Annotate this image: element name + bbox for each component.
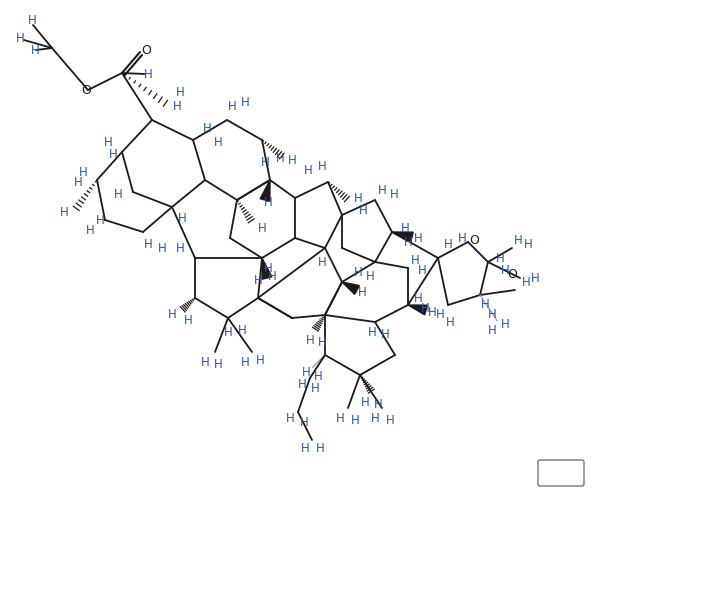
Text: H: H [264,196,273,210]
Text: H: H [78,165,88,179]
Text: H: H [311,381,319,395]
Text: H: H [173,100,181,114]
Text: H: H [374,398,383,412]
Text: O: O [81,83,91,97]
Text: H: H [114,188,122,201]
Text: H: H [421,302,429,314]
Text: H: H [144,238,152,250]
Text: H: H [495,252,504,264]
Text: H: H [418,263,426,277]
Text: H: H [521,275,531,289]
Polygon shape [260,180,270,201]
Text: H: H [303,164,312,176]
Polygon shape [262,258,272,279]
Text: H: H [385,413,395,426]
Text: H: H [366,269,375,283]
Text: H: H [403,235,413,249]
Text: H: H [302,365,311,379]
Text: H: H [267,269,276,283]
Text: H: H [104,137,112,150]
Text: H: H [178,212,186,224]
Text: H: H [203,122,211,134]
Text: H: H [175,241,184,255]
Text: H: H [256,353,265,367]
Polygon shape [392,232,413,242]
Text: H: H [183,314,193,326]
Text: O: O [141,44,151,57]
Text: H: H [411,254,419,266]
Text: H: H [446,316,454,328]
Text: H: H [513,233,523,246]
Text: H: H [168,308,176,322]
Text: H: H [444,238,452,250]
Text: H: H [500,319,509,331]
Text: H: H [27,13,37,27]
Text: H: H [361,395,370,409]
Text: H: H [144,69,152,81]
Text: H: H [241,356,249,368]
Text: H: H [301,441,309,455]
FancyBboxPatch shape [538,460,584,486]
Text: H: H [157,241,166,255]
Text: H: H [264,261,273,274]
Text: H: H [300,415,308,429]
Text: H: H [201,356,209,368]
Text: H: H [298,379,306,392]
Polygon shape [342,282,360,294]
Text: H: H [336,412,344,424]
Text: H: H [60,207,68,219]
Text: H: H [380,328,390,342]
Text: H: H [260,156,270,168]
Text: H: H [214,359,222,371]
Text: H: H [285,412,294,424]
Text: Abs: Abs [551,468,571,478]
Text: H: H [96,213,104,227]
Text: H: H [316,441,324,455]
Text: H: H [487,308,496,322]
Text: H: H [237,323,247,336]
Text: H: H [318,255,326,269]
Text: H: H [313,370,322,382]
Text: H: H [354,192,362,204]
Text: H: H [359,204,367,216]
Text: H: H [31,44,40,57]
Text: H: H [16,32,24,44]
Text: H: H [318,336,326,348]
Text: H: H [436,308,444,322]
Text: H: H [390,188,398,201]
Text: H: H [214,137,222,150]
Text: H: H [275,151,285,165]
Text: H: H [413,232,422,244]
Text: H: H [413,291,422,305]
Polygon shape [408,305,427,315]
Text: O: O [507,269,517,282]
Text: H: H [109,148,117,162]
Text: H: H [318,161,326,173]
Text: H: H [228,100,237,114]
Text: H: H [500,263,509,277]
Text: H: H [306,334,314,347]
Text: H: H [428,305,436,319]
Text: H: H [224,325,232,339]
Text: H: H [367,325,376,339]
Text: H: H [523,238,532,252]
Text: H: H [480,299,490,311]
Text: H: H [357,286,367,299]
Text: H: H [73,176,83,188]
Text: H: H [254,274,262,286]
Text: H: H [351,413,360,426]
Text: H: H [457,232,467,244]
Text: O: O [469,233,479,246]
Text: H: H [257,221,266,235]
Text: H: H [487,323,496,336]
Text: H: H [400,221,409,235]
Text: H: H [531,272,539,285]
Text: H: H [288,153,296,167]
Text: H: H [86,224,94,237]
Text: H: H [241,97,249,109]
Text: H: H [377,184,386,196]
Text: H: H [175,86,184,98]
Text: H: H [370,412,380,424]
Text: H: H [354,266,362,278]
